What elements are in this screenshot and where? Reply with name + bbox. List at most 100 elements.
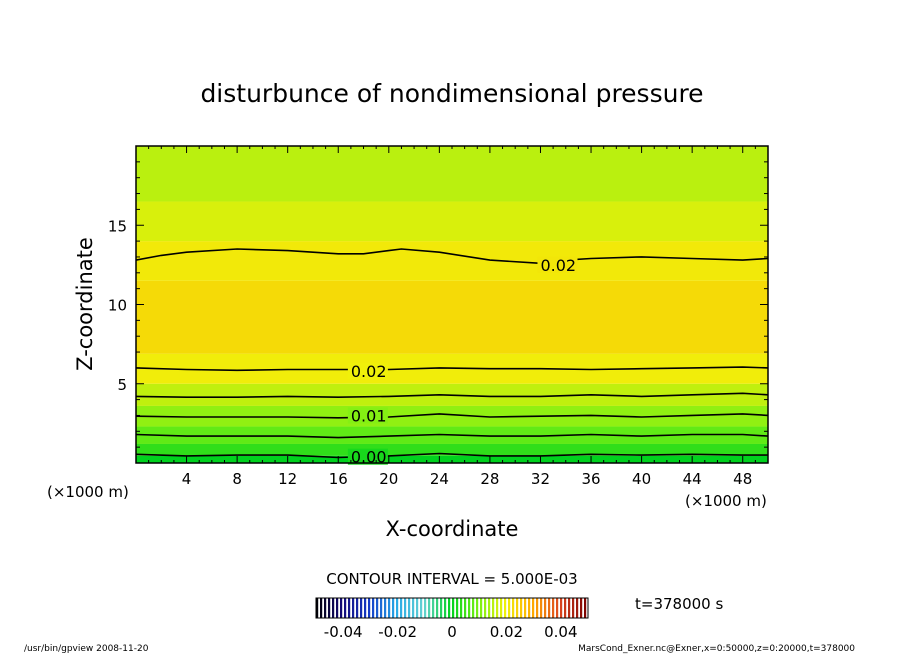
- colorbar-cell: [424, 598, 427, 618]
- colorbar: [316, 598, 587, 618]
- colorbar-cell: [340, 598, 343, 618]
- colorbar-cell: [524, 598, 527, 618]
- colorbar-cell: [480, 598, 483, 618]
- colorbar-cell: [548, 598, 551, 618]
- colorbar-cell: [428, 598, 431, 618]
- contour-line: [136, 392, 768, 399]
- colorbar-frame: [315, 597, 589, 619]
- colorbar-cell: [364, 598, 367, 618]
- colorbar-cell: [368, 598, 371, 618]
- colorbar-tick-label: -0.04: [324, 623, 363, 641]
- colorbar-cell: [572, 598, 575, 618]
- colorbar-cell: [452, 598, 455, 618]
- colorbar-cell: [520, 598, 523, 618]
- contour-lines: [136, 248, 768, 459]
- x-tick-label: 4: [182, 470, 192, 488]
- colorbar-cell: [584, 598, 587, 618]
- contour-interval-text: CONTOUR INTERVAL = 5.000E-03: [326, 570, 577, 588]
- colorbar-cell: [536, 598, 539, 618]
- colorbar-tick-label: 0.04: [544, 623, 577, 641]
- field-band: [136, 455, 768, 463]
- colorbar-cell: [468, 598, 471, 618]
- colorbar-cell: [560, 598, 563, 618]
- colorbar-tick-label: -0.02: [378, 623, 417, 641]
- colorbar-cell: [444, 598, 447, 618]
- colorbar-cell: [320, 598, 323, 618]
- field-band: [136, 405, 768, 427]
- colorbar-cell: [488, 598, 491, 618]
- contour-label-bg: [347, 448, 388, 465]
- colorbar-cell: [556, 598, 559, 618]
- x-tick-label: 8: [232, 470, 242, 488]
- colorbar-tick-label: 0.02: [490, 623, 523, 641]
- colorbar-cell: [576, 598, 579, 618]
- colorbar-cell: [388, 598, 391, 618]
- contour-label: 0.01: [351, 406, 387, 425]
- field-band: [136, 241, 768, 281]
- colorbar-cell: [476, 598, 479, 618]
- colorbar-cell: [456, 598, 459, 618]
- colorbar-cell: [328, 598, 331, 618]
- colorbar-cell: [492, 598, 495, 618]
- contour-label: 0.02: [540, 256, 576, 275]
- colorbar-cell: [344, 598, 347, 618]
- contour-line: [136, 433, 768, 439]
- colorbar-cell: [316, 598, 319, 618]
- colorbar-cell: [392, 598, 395, 618]
- colorbar-cell: [408, 598, 411, 618]
- colorbar-cell: [420, 598, 423, 618]
- contour-line: [136, 366, 768, 372]
- colorbar-cell: [448, 598, 451, 618]
- colorbar-cell: [336, 598, 339, 618]
- colorbar-cell: [516, 598, 519, 618]
- chart-title: disturbunce of nondimensional pressure: [200, 79, 703, 108]
- colorbar-cell: [372, 598, 375, 618]
- colorbar-cell: [552, 598, 555, 618]
- colorbar-cell: [464, 598, 467, 618]
- colorbar-cell: [404, 598, 407, 618]
- contour-label: 0.00: [351, 448, 387, 467]
- colorbar-cell: [484, 598, 487, 618]
- colorbar-cell: [376, 598, 379, 618]
- colorbar-cell: [460, 598, 463, 618]
- colorbar-cell: [580, 598, 583, 618]
- colorbar-cell: [400, 598, 403, 618]
- footer-right: MarsCond_Exner.nc@Exner,x=0:50000,z=0:20…: [578, 644, 855, 654]
- colorbar-cell: [332, 598, 335, 618]
- y-tick-label: 15: [108, 217, 127, 235]
- colorbar-cell: [416, 598, 419, 618]
- colorbar-cell: [396, 598, 399, 618]
- colorbar-cell: [472, 598, 475, 618]
- colorbar-tick-label: 0: [447, 623, 457, 641]
- field-band: [136, 280, 768, 354]
- x-tick-label: 48: [733, 470, 752, 488]
- colorbar-cell: [324, 598, 327, 618]
- x-tick-label: 36: [581, 470, 600, 488]
- colorbar-cell: [432, 598, 435, 618]
- colorbar-cell: [440, 598, 443, 618]
- colorbar-cell: [504, 598, 507, 618]
- colorbar-cell: [356, 598, 359, 618]
- y-axis-ticks: 5 10 15: [108, 161, 768, 448]
- y-axis-label: Z-coordinate: [73, 237, 97, 371]
- x-tick-label: 44: [683, 470, 702, 488]
- colorbar-cell: [564, 598, 567, 618]
- colorbar-cell: [412, 598, 415, 618]
- colorbar-cell: [500, 598, 503, 618]
- contour-line: [136, 248, 768, 265]
- x-axis-label: X-coordinate: [386, 517, 519, 541]
- colorbar-cell: [380, 598, 383, 618]
- colorbar-tick-labels: -0.04 -0.02 0 0.02 0.04: [324, 623, 578, 641]
- colorbar-cell: [348, 598, 351, 618]
- colorbar-cell: [436, 598, 439, 618]
- field-band: [136, 146, 768, 202]
- colorbar-cell: [352, 598, 355, 618]
- x-tick-label: 32: [531, 470, 550, 488]
- y-tick-label: 5: [117, 376, 127, 394]
- time-label: t=378000 s: [635, 595, 723, 613]
- colorbar-cell: [508, 598, 511, 618]
- colorbar-cell: [496, 598, 499, 618]
- colorbar-cell: [568, 598, 571, 618]
- x-tick-label: 20: [379, 470, 398, 488]
- x-tick-label: 16: [329, 470, 348, 488]
